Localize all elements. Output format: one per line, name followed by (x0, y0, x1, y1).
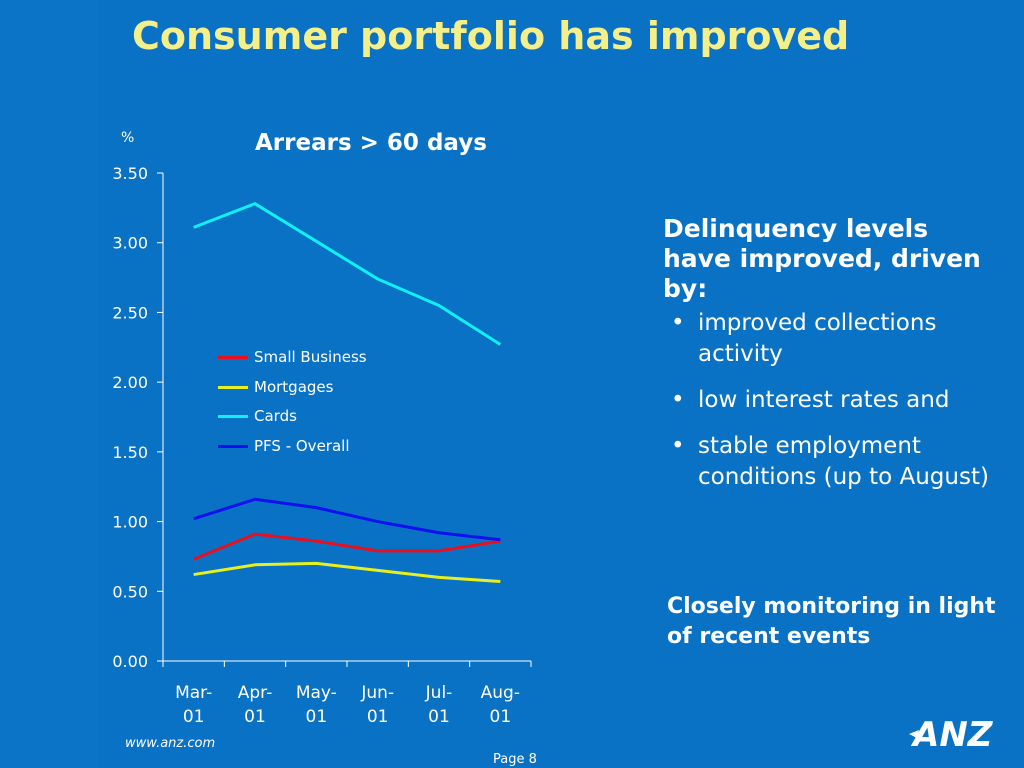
slide-title: Consumer portfolio has improved (132, 14, 850, 58)
x-tick-label-line: 01 (367, 707, 389, 727)
x-tick-label-line: Apr- (238, 683, 272, 703)
commentary-panel: Delinquency levels have improved, driven… (663, 214, 993, 508)
chart-title: Arrears > 60 days (255, 130, 487, 156)
legend-swatch (218, 385, 248, 389)
y-tick-label: 1.00 (112, 513, 148, 532)
y-tick-label: 2.50 (112, 303, 148, 322)
y-axis-unit-label: % (121, 130, 135, 146)
y-tick-label: 0.00 (112, 652, 148, 671)
chart-axes: 0.000.501.001.502.002.503.003.50Mar-01Ap… (112, 164, 532, 727)
bullet-text: improved collections activity (698, 310, 937, 367)
bullet-item: • improved collections activity (663, 308, 993, 370)
anz-logo-mark (909, 730, 919, 738)
x-tick-label-line: 01 (490, 707, 512, 727)
footer-url: www.anz.com (125, 736, 216, 751)
page-number: Page 8 (493, 752, 537, 767)
x-tick-label: Jul- 01 (425, 683, 453, 727)
bullet-item: • low interest rates and (663, 385, 993, 416)
legend-label: PFS - Overall (254, 436, 350, 455)
x-tick-label-line: May- (296, 683, 337, 703)
y-tick-label: 0.50 (112, 582, 148, 601)
x-tick-label-line: Aug- (481, 683, 520, 703)
bullet-text: low interest rates and (698, 387, 950, 413)
x-tick-label-line: 01 (428, 707, 450, 727)
anz-logo-text: ANZ (910, 715, 994, 752)
commentary-bullets: • improved collections activity • low in… (663, 308, 993, 493)
series-line-small-business (193, 532, 501, 561)
x-tick-label: May- 01 (296, 683, 337, 727)
x-tick-label-line: 01 (183, 707, 205, 727)
y-tick-label: 2.00 (112, 373, 148, 392)
commentary-heading: Delinquency levels have improved, driven… (663, 214, 981, 303)
monitoring-note: Closely monitoring in light of recent ev… (667, 594, 996, 649)
series-line-cards (193, 202, 502, 346)
legend-label: Cards (254, 407, 297, 425)
legend-label: Mortgages (254, 377, 334, 396)
chart-series (193, 202, 502, 584)
legend-swatch (218, 415, 248, 418)
x-tick-label: Jun- 01 (360, 683, 394, 727)
series-line-pfs-overall (193, 497, 501, 542)
x-tick-label-line: Jun- (360, 683, 394, 703)
x-tick-label-line: 01 (306, 707, 328, 727)
legend-swatch (218, 356, 248, 359)
series-line-mortgages (193, 561, 501, 584)
anz-logo-icon: ANZ (909, 715, 994, 752)
x-tick-label: Mar- 01 (175, 683, 212, 727)
bullet-item: • stable employment conditions (up to Au… (663, 431, 993, 493)
bullet-dot-icon: • (671, 433, 685, 459)
bullet-text: stable employment conditions (up to Augu… (698, 433, 989, 490)
y-tick-label: 1.50 (112, 443, 148, 462)
bullet-dot-icon: • (671, 310, 685, 336)
y-tick-label: 3.00 (112, 234, 148, 253)
legend-label: Small Business (254, 348, 367, 366)
left-band (0, 0, 98, 768)
x-tick-label: Aug- 01 (481, 683, 520, 727)
bullet-dot-icon: • (671, 387, 685, 413)
legend-swatch (218, 444, 248, 448)
x-tick-label-line: Jul- (425, 683, 453, 703)
x-tick-label-line: Mar- (175, 683, 212, 703)
x-tick-label-line: 01 (244, 707, 266, 727)
y-tick-label: 3.50 (112, 164, 148, 183)
x-tick-label: Apr- 01 (238, 683, 272, 727)
